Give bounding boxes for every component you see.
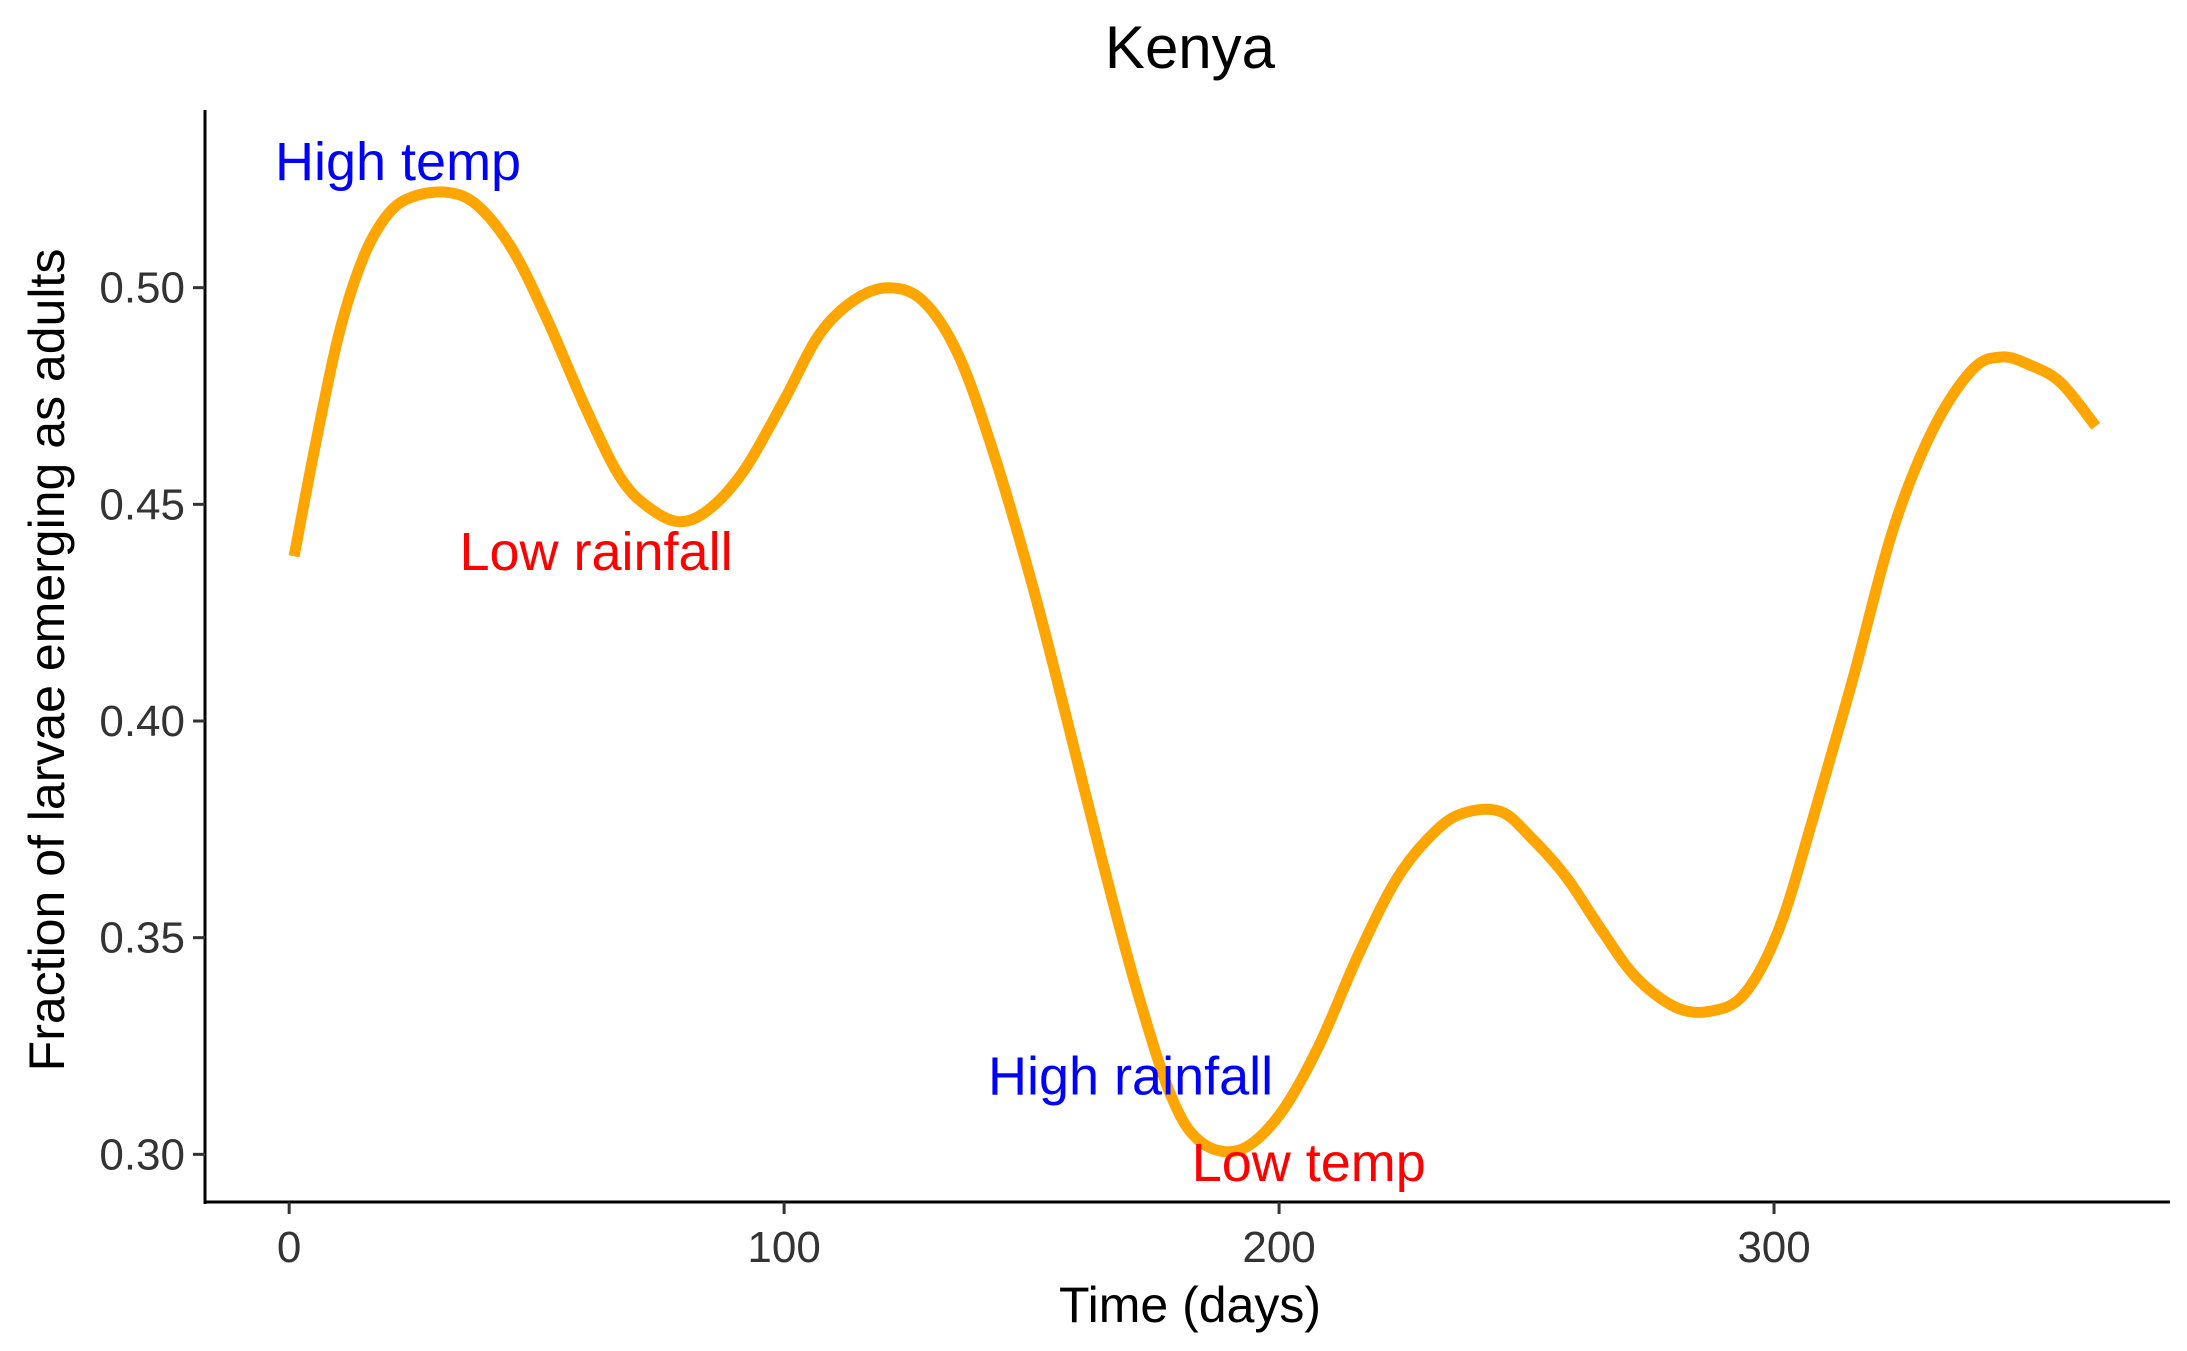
series-line — [288, 186, 2101, 1158]
y-tick-label: 0.45 — [99, 480, 185, 529]
x-axis-title: Time (days) — [1059, 1277, 1321, 1333]
y-tick-label: 0.50 — [99, 264, 185, 313]
y-tick-label: 0.30 — [99, 1130, 185, 1179]
y-tick-label: 0.35 — [99, 914, 185, 963]
x-tick-label: 100 — [747, 1223, 820, 1272]
x-tick-label: 300 — [1737, 1223, 1810, 1272]
annotations: High temp Low rainfall High rainfall Low te… — [275, 132, 1426, 1193]
y-axis-ticks: 0.30 0.35 0.40 0.45 0.50 — [99, 264, 205, 1179]
annotation-label: High rainfall — [988, 1046, 1273, 1106]
y-axis-title: Fraction of larvae emerging as adults — [19, 249, 75, 1072]
x-tick-label: 200 — [1242, 1223, 1315, 1272]
chart-title: Kenya — [1105, 14, 1276, 81]
annotation-label: Low rainfall — [459, 522, 732, 582]
x-tick-label: 0 — [277, 1223, 301, 1272]
plot-area — [288, 186, 2101, 1158]
y-tick-label: 0.40 — [99, 697, 185, 746]
x-axis-ticks: 0 100 200 300 — [277, 1202, 1811, 1272]
annotation-label: Low temp — [1192, 1133, 1426, 1193]
annotation-label: High temp — [275, 132, 521, 192]
